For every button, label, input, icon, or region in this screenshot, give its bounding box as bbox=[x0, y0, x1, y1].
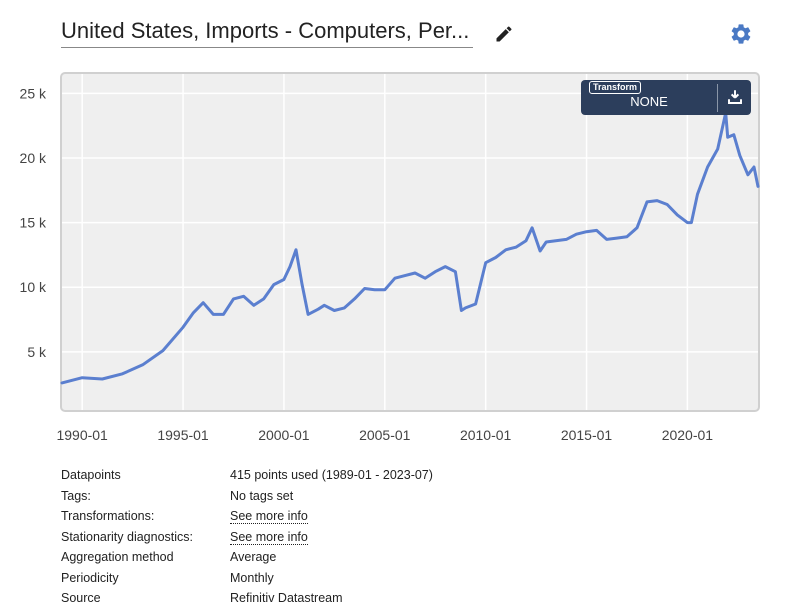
series-title[interactable]: United States, Imports - Computers, Per.… bbox=[61, 18, 473, 48]
meta-label: Datapoints bbox=[61, 468, 121, 482]
x-tick-label: 1995-01 bbox=[157, 427, 209, 443]
y-tick-label: 10 k bbox=[20, 279, 47, 295]
y-tick-label: 5 k bbox=[27, 344, 47, 360]
meta-label: Stationarity diagnostics: bbox=[61, 529, 194, 544]
meta-value: Average bbox=[230, 550, 277, 564]
chart-frame bbox=[60, 72, 760, 412]
meta-value: Monthly bbox=[230, 570, 274, 585]
x-tick-label: 2020-01 bbox=[662, 427, 714, 443]
x-tick-label: 2015-01 bbox=[561, 427, 613, 443]
transform-divider bbox=[717, 84, 718, 112]
meta-label: Aggregation method bbox=[61, 550, 174, 564]
x-tick-label: 1990-01 bbox=[56, 427, 108, 443]
meta-value: Refinitiv Datastream bbox=[230, 591, 343, 605]
meta-label: Source bbox=[61, 591, 101, 605]
meta-label: Periodicity bbox=[61, 570, 119, 585]
pencil-icon[interactable] bbox=[494, 24, 514, 44]
meta-value: 415 points used (1989-01 - 2023-07) bbox=[230, 468, 433, 482]
line-chart[interactable]: 1990-01 1995-01 2000-01 2005-01 2010-01 2015-… bbox=[0, 0, 796, 460]
x-tick-label: 2000-01 bbox=[258, 427, 310, 443]
transform-value[interactable]: NONE bbox=[630, 94, 668, 109]
stationarity-info-link[interactable]: See more info bbox=[230, 529, 308, 545]
x-tick-label: 2010-01 bbox=[460, 427, 512, 443]
transformations-info-link[interactable]: See more info bbox=[230, 509, 308, 524]
gear-icon[interactable] bbox=[729, 22, 753, 46]
meta-label: Transformations: bbox=[61, 509, 155, 523]
y-tick-label: 15 k bbox=[20, 215, 47, 231]
x-tick-label: 2005-01 bbox=[359, 427, 411, 443]
series-line bbox=[60, 111, 760, 385]
y-tick-label: 25 k bbox=[20, 85, 47, 101]
y-tick-label: 20 k bbox=[20, 150, 47, 166]
meta-label: Tags: bbox=[61, 488, 91, 503]
transform-control[interactable]: Transform NONE bbox=[581, 80, 751, 115]
transform-label: Transform bbox=[589, 81, 642, 94]
meta-value: No tags set bbox=[230, 488, 294, 503]
download-icon[interactable] bbox=[726, 88, 744, 106]
